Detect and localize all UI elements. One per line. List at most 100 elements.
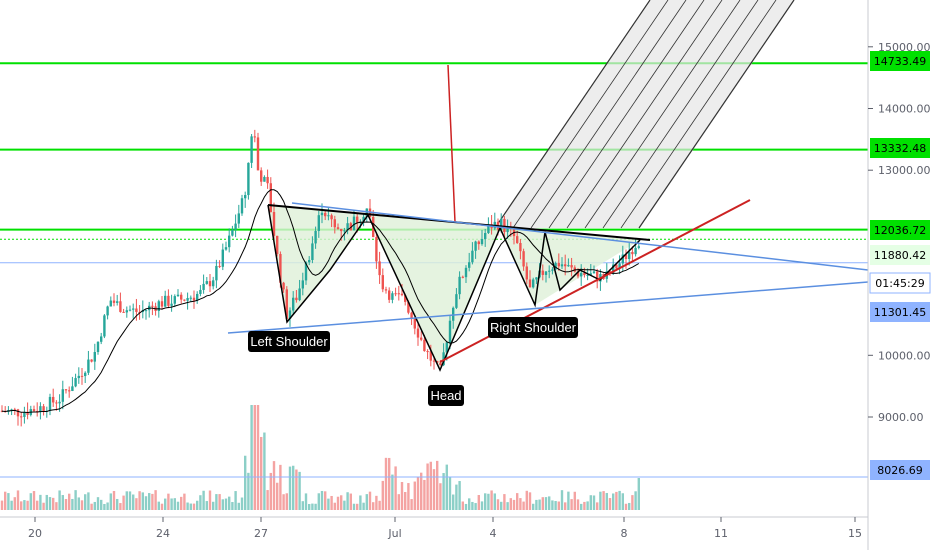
- volume-bar: [490, 490, 493, 510]
- channel-line: [602, 0, 759, 229]
- candle-body: [112, 300, 116, 303]
- candle-body: [167, 295, 170, 306]
- candle-body: [506, 226, 509, 233]
- volume-bar: [580, 503, 583, 510]
- price-badge-bg: [870, 138, 930, 158]
- candle-body: [458, 276, 461, 295]
- candle-body: [365, 208, 368, 217]
- candle-body: [132, 308, 135, 310]
- channel-line: [494, 0, 651, 229]
- volume-bar: [276, 482, 279, 510]
- volume-bar: [148, 493, 151, 510]
- candle-body: [484, 233, 487, 240]
- volume-bar: [77, 497, 80, 510]
- volume-bar: [461, 501, 464, 510]
- volume-bar: [602, 491, 605, 510]
- volume-bar: [596, 502, 599, 510]
- candle-body: [477, 241, 480, 245]
- volume-bar: [154, 490, 157, 510]
- volume-bar: [544, 497, 548, 510]
- candle-body: [218, 265, 221, 267]
- price-badge-bg: [870, 220, 930, 240]
- candle-body: [615, 264, 618, 269]
- candle-body: [87, 359, 90, 373]
- candle-body: [596, 271, 599, 282]
- volume-bar: [260, 436, 263, 510]
- volume-bar: [253, 405, 256, 510]
- volume-bar: [336, 496, 340, 510]
- candle-body: [516, 236, 519, 243]
- candle-body: [452, 307, 455, 321]
- candle-body: [276, 235, 279, 255]
- candle-body: [298, 288, 301, 301]
- price-badges: 14733.49 13332.48 12036.72 11880.42 01:45:29…: [869, 51, 931, 480]
- candle-body: [551, 269, 554, 271]
- candle-body: [532, 279, 535, 288]
- volume-bar: [84, 494, 87, 510]
- candle-body: [164, 295, 167, 307]
- volume-bar: [199, 495, 202, 510]
- volume-bar: [541, 497, 544, 510]
- candle-body: [279, 254, 282, 283]
- volume-bar: [96, 497, 100, 510]
- volume-bar: [218, 494, 221, 510]
- annotation-bg: [488, 317, 578, 338]
- volume-bar: [583, 501, 586, 510]
- volume-bar: [308, 503, 311, 510]
- volume-bar: [516, 493, 519, 510]
- candle-body: [352, 216, 356, 231]
- candle-body: [621, 254, 624, 264]
- candle-body: [157, 301, 160, 311]
- volume-bar: [634, 491, 637, 510]
- volume-bar: [45, 494, 48, 510]
- volume-bar: [119, 503, 122, 510]
- volume-bar: [170, 498, 173, 510]
- candle-body: [71, 386, 74, 392]
- candle-body: [122, 311, 125, 313]
- volume-bar: [372, 502, 375, 510]
- volume-bar: [615, 491, 618, 510]
- candle-body: [464, 267, 468, 278]
- volume-bar: [26, 500, 29, 510]
- y-tick-label: 10000.00: [878, 349, 931, 362]
- volume-bar: [349, 493, 352, 510]
- candle-body: [503, 218, 506, 233]
- volume-bar: [116, 498, 119, 510]
- candle-body: [333, 219, 336, 228]
- x-tick-label: Jul: [387, 527, 401, 540]
- volume-bar: [180, 496, 183, 510]
- channel-line: [566, 0, 723, 229]
- candle-body: [340, 228, 343, 232]
- moving-average-line: [1, 189, 640, 414]
- volume-bar: [36, 500, 39, 510]
- candle-body: [61, 389, 64, 402]
- price-badge: 8026.69: [870, 460, 930, 480]
- volume-bar: [564, 502, 567, 510]
- volume-bar: [384, 457, 388, 510]
- candle-body: [135, 308, 138, 312]
- volume-bar: [333, 502, 336, 510]
- candle-body: [586, 274, 589, 276]
- volume-bar: [637, 478, 640, 510]
- volume-bar: [442, 473, 445, 510]
- volume-bar: [221, 499, 224, 510]
- volume-bar: [314, 503, 317, 510]
- candle-body: [317, 215, 320, 231]
- price-badge: 13332.48: [870, 138, 930, 158]
- pattern-labels: Left Shoulder Head Right Shoulder: [248, 317, 578, 406]
- volume-bar: [455, 484, 458, 510]
- volume-bar: [13, 497, 16, 510]
- volume-bar: [410, 499, 413, 510]
- channel-line: [620, 0, 777, 229]
- candle-body: [407, 301, 410, 313]
- volume-bar: [74, 490, 77, 510]
- volume-bar: [237, 502, 240, 510]
- volume-bar: [388, 457, 391, 510]
- candle-body: [541, 270, 544, 275]
- volume-bar: [420, 472, 423, 510]
- candle-body: [215, 265, 218, 281]
- candle-body: [160, 301, 164, 307]
- volume-bar: [445, 464, 448, 510]
- candle-body: [109, 300, 112, 307]
